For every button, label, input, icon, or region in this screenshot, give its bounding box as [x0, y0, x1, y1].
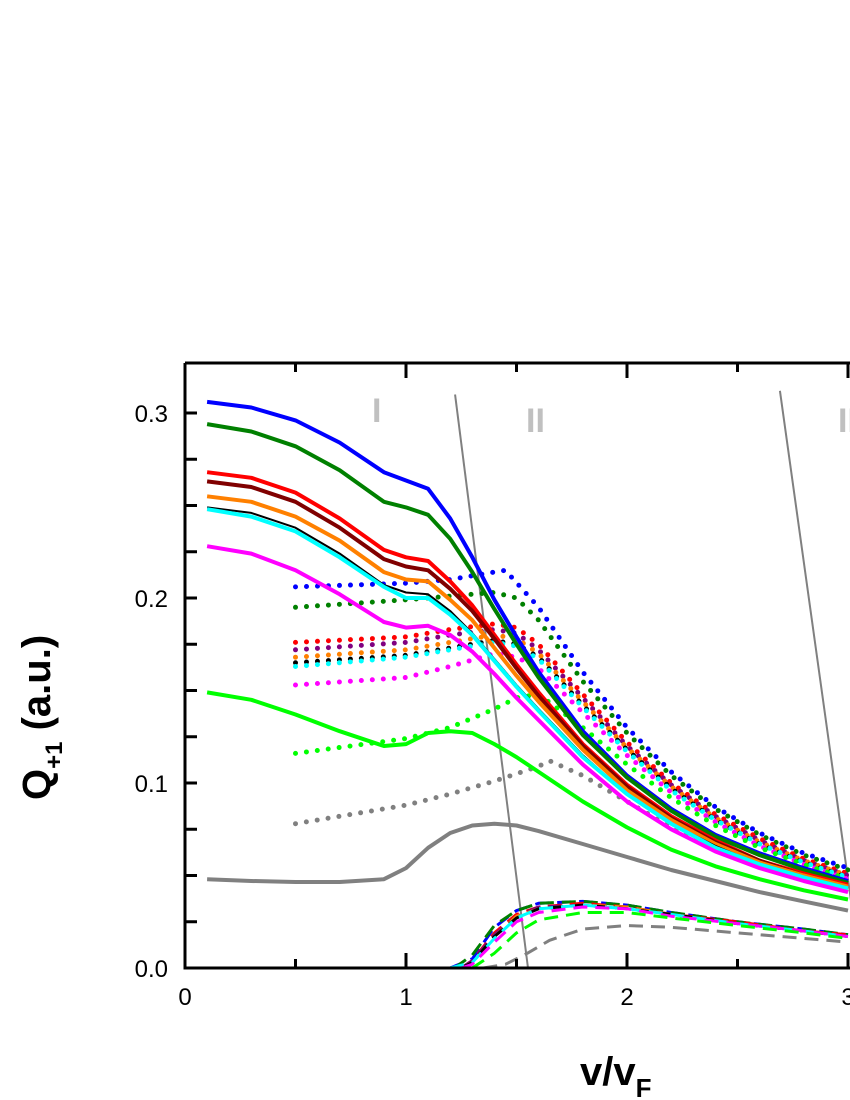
- series-dashed-22: [460, 901, 849, 968]
- series-dashed-29: [483, 924, 849, 968]
- series-solid-9: [207, 821, 849, 913]
- series-solid-4: [206, 494, 849, 889]
- series-dotted-16: [293, 639, 850, 880]
- series-solid-7: [206, 544, 849, 895]
- series-group: [206, 399, 850, 968]
- tick-labels: 0 1 2 3 0.0 0.1 0.2 0.3: [135, 401, 850, 1011]
- y-tick-label: 0.3: [135, 401, 168, 428]
- series-solid-3: [206, 479, 849, 889]
- series-dashed-21: [453, 899, 849, 968]
- x-axis-title: v/vF: [580, 1050, 652, 1100]
- series-solid-6: [206, 507, 849, 891]
- region-label-2: II: [526, 402, 545, 440]
- series-dotted-14: [293, 632, 850, 878]
- x-tick-label: 2: [620, 984, 633, 1011]
- y-tick-label: 0.1: [135, 771, 168, 798]
- y-tick-label: 0.0: [135, 956, 168, 983]
- series-solid-1: [206, 422, 849, 885]
- series-dotted-18: [293, 691, 850, 882]
- y-axis-title: Q+1 (a.u.): [15, 635, 68, 800]
- series-dotted-12: [293, 621, 850, 877]
- region-label-3: III: [838, 402, 850, 440]
- axes: [183, 361, 850, 970]
- series-dotted-17: [293, 651, 850, 882]
- y-tick-label: 0.2: [135, 586, 168, 613]
- x-tick-label: 1: [399, 984, 412, 1011]
- series-solid-8: [206, 690, 849, 902]
- region-labels: I II III: [372, 392, 850, 440]
- series-dotted-11: [293, 590, 850, 873]
- series-dashed-28: [471, 911, 849, 968]
- region-boundaries: [454, 390, 850, 968]
- series-solid-0: [206, 399, 849, 883]
- region-label-1: I: [372, 392, 381, 430]
- series-dashed-27: [460, 905, 849, 968]
- boundary-line-1: [454, 394, 529, 968]
- x-tick-label: 3: [841, 984, 850, 1011]
- x-tick-label: 0: [178, 984, 191, 1011]
